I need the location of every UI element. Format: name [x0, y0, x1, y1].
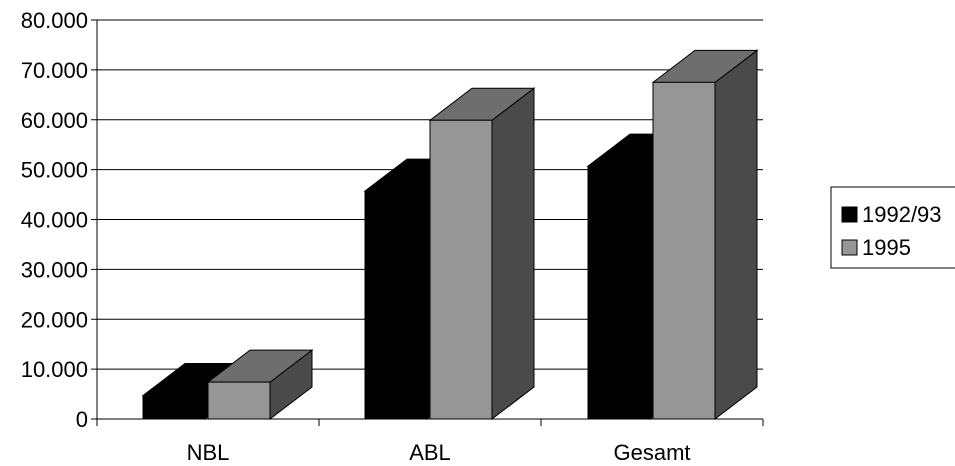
- legend: 1992/93 1995: [830, 186, 955, 269]
- bar: [428, 87, 536, 421]
- y-tick-label: 0: [76, 407, 88, 432]
- y-tick-label: 40.000: [21, 208, 88, 233]
- y-tick-label: 30.000: [21, 257, 88, 282]
- bar: [651, 49, 759, 421]
- bar-front-face: [207, 381, 271, 420]
- y-tick-label: 10.000: [21, 357, 88, 382]
- x-axis: NBL ABL Gesamt: [96, 418, 764, 465]
- legend-swatch: [841, 206, 858, 223]
- bar-front-face: [364, 190, 428, 420]
- x-category-label: ABL: [409, 440, 451, 465]
- bar-front-face: [142, 395, 206, 420]
- legend-label: 1995: [862, 235, 911, 260]
- y-tick-label: 70.000: [21, 58, 88, 83]
- bar-front-face: [429, 119, 493, 420]
- y-tick-label: 20.000: [21, 307, 88, 332]
- legend-swatch: [841, 239, 858, 256]
- y-axis: 0 10.000 20.000 30.000 40.000 50.000 60.000 70.…: [21, 8, 98, 432]
- bar: [206, 349, 314, 421]
- y-tick-label: 80.000: [21, 8, 88, 33]
- bar-front-face: [652, 81, 716, 420]
- y-tick-label: 60.000: [21, 108, 88, 133]
- x-category-label: Gesamt: [613, 440, 690, 465]
- bar-side-face: [714, 49, 758, 421]
- y-tick-label: 50.000: [21, 158, 88, 183]
- bar-front-face: [587, 165, 651, 420]
- x-category-label: NBL: [187, 440, 230, 465]
- legend-label: 1992/93: [862, 202, 942, 227]
- bar-side-face: [491, 87, 535, 421]
- bars: [141, 49, 759, 421]
